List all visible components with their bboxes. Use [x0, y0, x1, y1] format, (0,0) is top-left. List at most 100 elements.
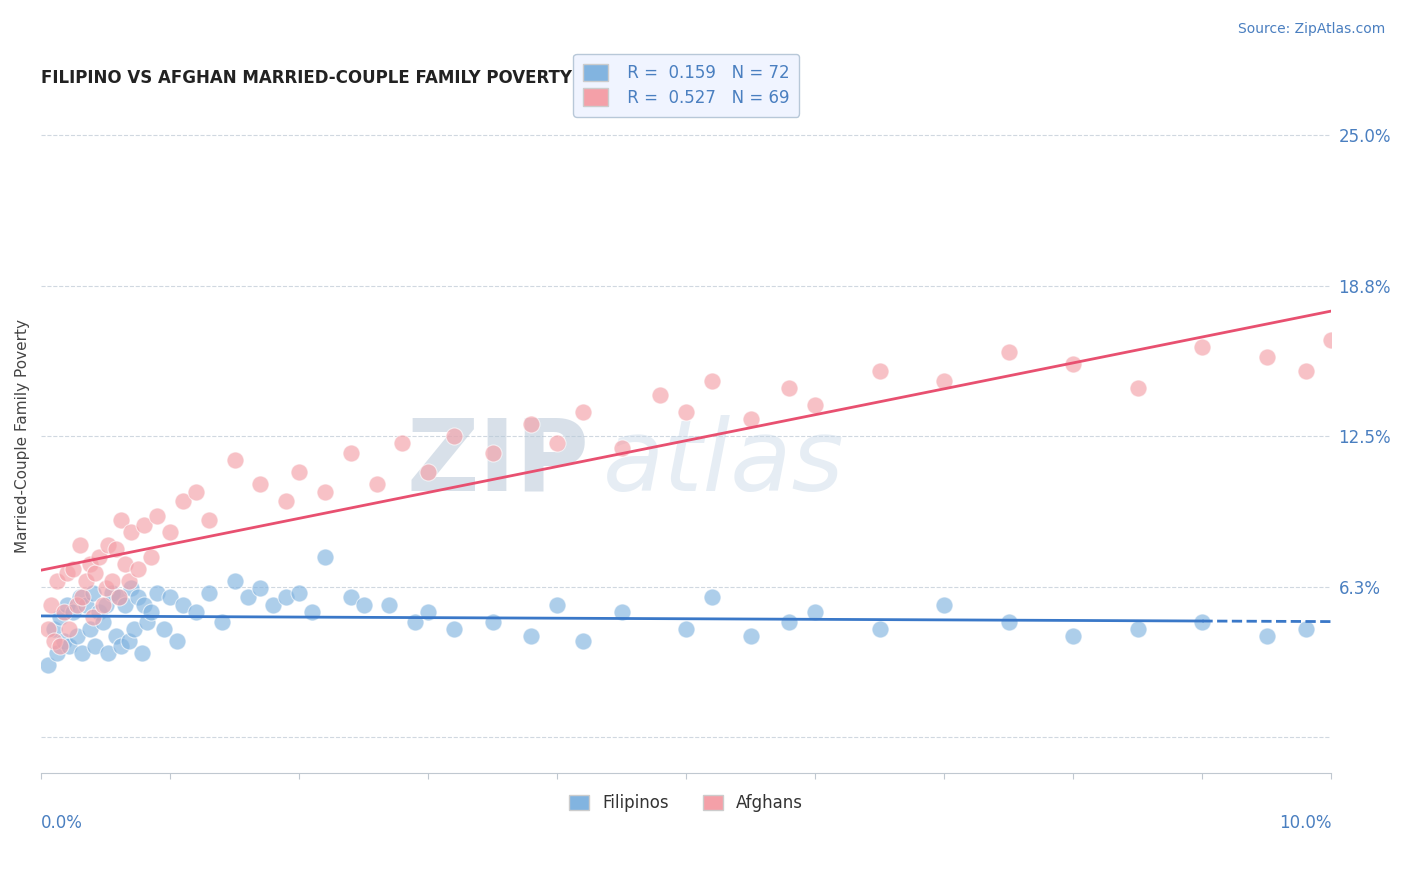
- Point: [1346, 326, 1368, 340]
- Point: [91, 598, 114, 612]
- Point: [236, 591, 259, 605]
- Point: [62, 561, 84, 575]
- Point: [288, 585, 311, 599]
- Point: [378, 598, 401, 612]
- Point: [104, 629, 127, 643]
- Point: [1062, 629, 1084, 643]
- Point: [42, 622, 65, 636]
- Point: [84, 639, 107, 653]
- Point: [89, 549, 111, 564]
- Point: [198, 585, 221, 599]
- Point: [42, 633, 65, 648]
- Point: [339, 446, 361, 460]
- Point: [998, 615, 1021, 629]
- Point: [1126, 622, 1149, 636]
- Point: [75, 574, 97, 588]
- Point: [146, 585, 169, 599]
- Point: [339, 591, 361, 605]
- Point: [101, 574, 124, 588]
- Point: [56, 598, 79, 612]
- Point: [37, 622, 59, 636]
- Point: [314, 549, 336, 564]
- Point: [804, 398, 827, 412]
- Point: [675, 622, 697, 636]
- Point: [804, 605, 827, 619]
- Point: [288, 465, 311, 479]
- Point: [114, 598, 136, 612]
- Point: [97, 646, 120, 660]
- Point: [94, 581, 117, 595]
- Point: [740, 412, 762, 426]
- Point: [62, 605, 84, 619]
- Point: [75, 598, 97, 612]
- Point: [366, 477, 388, 491]
- Point: [650, 388, 672, 402]
- Point: [262, 598, 284, 612]
- Point: [1126, 381, 1149, 395]
- Point: [110, 513, 132, 527]
- Point: [91, 615, 114, 629]
- Point: [152, 622, 174, 636]
- Text: 10.0%: 10.0%: [1279, 814, 1331, 831]
- Point: [134, 518, 156, 533]
- Point: [97, 537, 120, 551]
- Text: Source: ZipAtlas.com: Source: ZipAtlas.com: [1237, 22, 1385, 37]
- Point: [134, 598, 156, 612]
- Point: [69, 537, 91, 551]
- Point: [120, 581, 142, 595]
- Point: [146, 508, 169, 523]
- Point: [45, 574, 67, 588]
- Point: [114, 557, 136, 571]
- Point: [139, 549, 162, 564]
- Point: [41, 598, 63, 612]
- Point: [1191, 340, 1213, 354]
- Point: [610, 605, 633, 619]
- Point: [37, 657, 59, 672]
- Point: [1320, 333, 1343, 347]
- Point: [391, 436, 413, 450]
- Point: [104, 542, 127, 557]
- Text: 0.0%: 0.0%: [41, 814, 83, 831]
- Point: [72, 646, 94, 660]
- Text: atlas: atlas: [602, 415, 844, 512]
- Point: [443, 429, 465, 443]
- Point: [79, 557, 101, 571]
- Point: [101, 585, 124, 599]
- Point: [740, 629, 762, 643]
- Point: [172, 494, 194, 508]
- Legend: Filipinos, Afghans: Filipinos, Afghans: [562, 788, 810, 819]
- Point: [276, 591, 298, 605]
- Point: [779, 381, 801, 395]
- Point: [198, 513, 221, 527]
- Point: [301, 605, 323, 619]
- Point: [443, 622, 465, 636]
- Point: [1295, 622, 1317, 636]
- Point: [107, 591, 129, 605]
- Text: FILIPINO VS AFGHAN MARRIED-COUPLE FAMILY POVERTY CORRELATION CHART: FILIPINO VS AFGHAN MARRIED-COUPLE FAMILY…: [41, 69, 778, 87]
- Point: [58, 639, 80, 653]
- Point: [546, 598, 568, 612]
- Point: [249, 477, 271, 491]
- Point: [675, 405, 697, 419]
- Point: [72, 591, 94, 605]
- Point: [869, 622, 891, 636]
- Point: [89, 605, 111, 619]
- Point: [572, 405, 595, 419]
- Point: [45, 646, 67, 660]
- Point: [1256, 629, 1278, 643]
- Point: [110, 639, 132, 653]
- Point: [418, 605, 440, 619]
- Point: [779, 615, 801, 629]
- Point: [224, 453, 246, 467]
- Point: [184, 484, 207, 499]
- Point: [122, 622, 145, 636]
- Point: [520, 629, 543, 643]
- Point: [184, 605, 207, 619]
- Point: [107, 591, 129, 605]
- Point: [249, 581, 271, 595]
- Point: [53, 605, 76, 619]
- Point: [82, 585, 104, 599]
- Point: [159, 591, 181, 605]
- Point: [166, 633, 188, 648]
- Point: [58, 622, 80, 636]
